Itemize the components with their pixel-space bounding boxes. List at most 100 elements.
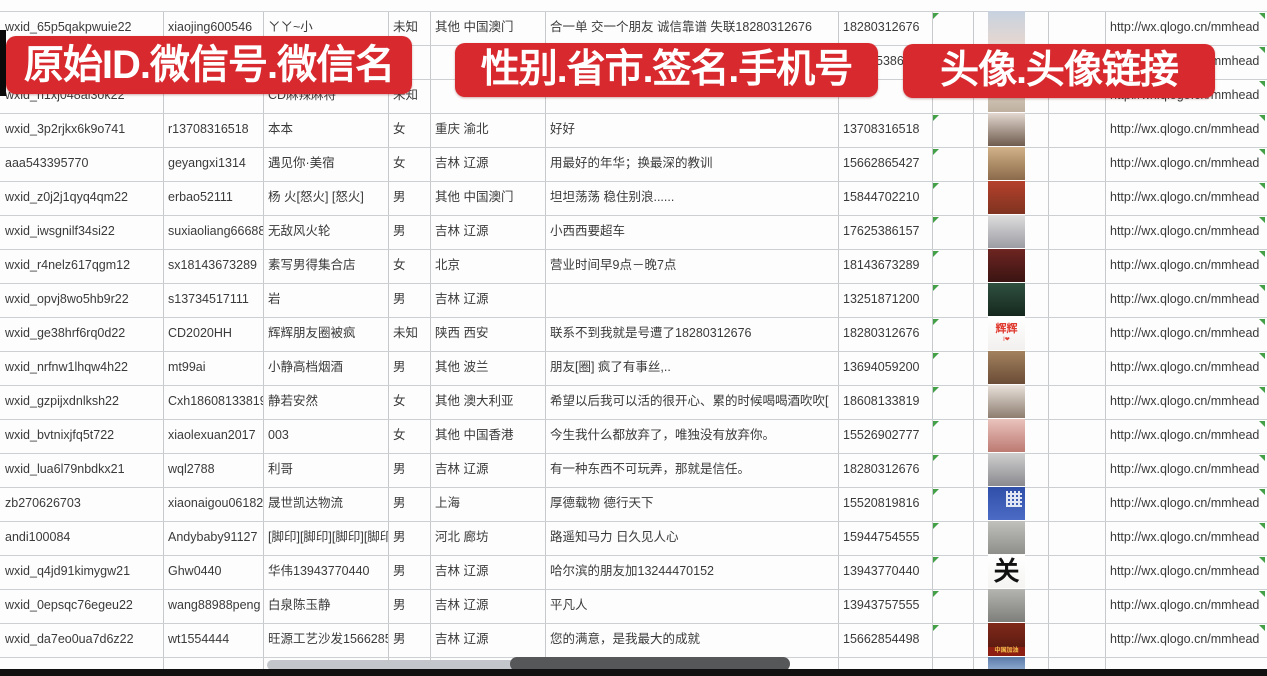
cell-signature[interactable] <box>545 283 838 316</box>
horizontal-scrollbar-track[interactable] <box>267 660 517 670</box>
cell-gender[interactable]: 女 <box>393 156 406 170</box>
cell-original-id[interactable]: wxid_0epsqc76egeu22 <box>5 598 133 612</box>
cell-signature[interactable]: 今生我什么都放弃了，唯独没有放弃你。 <box>550 428 776 442</box>
cell-region[interactable]: 其他 中国香港 <box>435 428 514 442</box>
cell-region[interactable]: 北京 <box>435 258 461 272</box>
cell-signature[interactable]: 用最好的年华；换最深的教训 <box>550 156 713 170</box>
cell-gender[interactable]: 男 <box>393 462 406 476</box>
cell-phone[interactable]: 15526902777 <box>843 428 920 442</box>
cell-wechat-id[interactable]: wt1554444 <box>168 632 230 646</box>
cell-gender[interactable]: 女 <box>393 122 406 136</box>
cell-signature[interactable]: 有一种东西不可玩弄，那就是信任。 <box>550 462 751 476</box>
cell-phone[interactable]: 18280312676 <box>843 462 920 476</box>
cell-phone[interactable]: 13251871200 <box>843 292 920 306</box>
cell-phone[interactable]: 5386 <box>876 54 904 68</box>
cell-wechat-name[interactable]: [脚印][脚印][脚印][脚印 <box>268 530 388 544</box>
cell-signature[interactable]: 哈尔滨的朋友加13244470152 <box>550 564 714 578</box>
cell-region[interactable]: 吉林 辽源 <box>435 564 489 578</box>
cell-phone[interactable]: 13943770440 <box>843 564 920 578</box>
cell-original-id[interactable]: wxid_ge38hrf6rq0d22 <box>5 326 126 340</box>
cell-wechat-id[interactable]: xiaojing600546 <box>168 20 253 34</box>
cell-phone[interactable]: 18280312676 <box>843 326 920 340</box>
cell-wechat-name[interactable]: 岩 <box>268 292 281 306</box>
cell-wechat-id[interactable]: s13734517111 <box>168 292 249 306</box>
cell-original-id[interactable]: wxid_nrfnw1lhqw4h22 <box>5 360 128 374</box>
cell-wechat-id[interactable]: erbao52111 <box>168 190 233 204</box>
cell-wechat-name[interactable]: 遇见你·美宿 <box>268 156 335 170</box>
cell-original-id[interactable]: wxid_da7eo0ua7d6z22 <box>5 632 134 646</box>
cell-gender[interactable]: 未知 <box>393 326 419 340</box>
cell-avatar-url[interactable]: http://wx.qlogo.cn/mmhead <box>1110 122 1260 136</box>
cell-avatar-url[interactable]: http://wx.qlogo.cn/mmhead <box>1110 428 1260 442</box>
cell-avatar-url[interactable]: http://wx.qlogo.cn/mmhead <box>1110 394 1260 408</box>
cell-phone[interactable]: 13943757555 <box>843 598 920 612</box>
cell-wechat-name[interactable]: 辉辉朋友圈被疯 <box>268 326 356 340</box>
cell-original-id[interactable]: wxid_opvj8wo5hb9r22 <box>5 292 129 306</box>
cell-phone[interactable]: 18280312676 <box>843 20 920 34</box>
cell-wechat-name[interactable]: 素写男得集合店 <box>268 258 356 272</box>
cell-signature[interactable]: 坦坦荡荡 稳住别浪...... <box>550 190 675 204</box>
cell-gender[interactable]: 男 <box>393 496 406 510</box>
cell-signature[interactable]: 小西西要超车 <box>550 224 626 238</box>
cell-gender[interactable]: 男 <box>393 190 406 204</box>
cell-wechat-name[interactable]: 003 <box>268 428 289 442</box>
cell-gender[interactable]: 未知 <box>393 20 419 34</box>
cell-wechat-name[interactable]: 无敌风火轮 <box>268 224 331 238</box>
cell-avatar-url[interactable]: http://wx.qlogo.cn/mmhead <box>1110 190 1260 204</box>
cell-region[interactable]: 吉林 辽源 <box>435 156 489 170</box>
cell-signature[interactable]: 合一单 交一个朋友 诚信靠谱 失联18280312676 <box>550 20 812 34</box>
cell-wechat-name[interactable]: 华伟13943770440 <box>268 564 370 578</box>
cell-wechat-name[interactable]: 旺源工艺沙发15662854 <box>268 632 388 646</box>
cell-region[interactable]: 吉林 辽源 <box>435 224 489 238</box>
cell-avatar-url[interactable]: http://wx.qlogo.cn/mmhead <box>1110 258 1260 272</box>
cell-phone[interactable]: 15944754555 <box>843 530 920 544</box>
cell-gender[interactable]: 男 <box>393 360 406 374</box>
cell-region[interactable]: 其他 波兰 <box>435 360 489 374</box>
cell-avatar-url[interactable]: http://wx.qlogo.cn/mmhead <box>1110 224 1260 238</box>
cell-wechat-name[interactable]: ㄚㄚ~小 <box>268 20 313 34</box>
cell-original-id[interactable]: wxid_gzpijxdnlksh22 <box>5 394 119 408</box>
cell-signature[interactable]: 路遥知马力 日久见人心 <box>550 530 679 544</box>
cell-phone[interactable]: 13708316518 <box>843 122 920 136</box>
cell-avatar-url[interactable]: http://wx.qlogo.cn/mmhead <box>1110 326 1260 340</box>
cell-gender[interactable]: 女 <box>393 428 406 442</box>
cell-phone[interactable]: 15520819816 <box>843 496 920 510</box>
cell-avatar-url[interactable]: http://wx.qlogo.cn/mmhead <box>1110 360 1260 374</box>
horizontal-scrollbar-thumb[interactable] <box>510 657 790 671</box>
cell-wechat-id[interactable]: CD2020HH <box>168 326 232 340</box>
cell-gender[interactable]: 女 <box>393 258 406 272</box>
cell-region[interactable]: 吉林 辽源 <box>435 292 489 306</box>
cell-gender[interactable]: 男 <box>393 292 406 306</box>
cell-signature[interactable]: 您的满意，是我最大的成就 <box>550 632 701 646</box>
cell-original-id[interactable]: wxid_z0j2j1qyq4qm22 <box>5 190 128 204</box>
cell-original-id[interactable]: zb270626703 <box>5 496 81 510</box>
cell-original-id[interactable]: andi100084 <box>5 530 71 544</box>
cell-gender[interactable]: 女 <box>393 394 406 408</box>
cell-original-id[interactable]: wxid_65p5qakpwuie22 <box>5 20 132 34</box>
cell-wechat-id[interactable]: sx18143673289 <box>168 258 257 272</box>
cell-avatar-url[interactable]: http://wx.qlogo.cn/mmhead <box>1110 156 1260 170</box>
cell-region[interactable]: 吉林 辽源 <box>435 632 489 646</box>
cell-original-id[interactable]: wxid_lua6l79nbdkx21 <box>5 462 125 476</box>
cell-original-id[interactable]: wxid_iwsgnilf34si22 <box>5 224 115 238</box>
cell-avatar-url[interactable]: http://wx.qlogo.cn/mmhead <box>1110 564 1260 578</box>
cell-wechat-id[interactable]: Ghw0440 <box>168 564 222 578</box>
cell-gender[interactable]: 男 <box>393 530 406 544</box>
cell-signature[interactable]: 营业时间早9点－晚7点 <box>550 258 677 272</box>
cell-signature[interactable]: 厚德载物 德行天下 <box>550 496 654 510</box>
cell-region[interactable]: 上海 <box>435 496 461 510</box>
cell-avatar-url[interactable]: http://wx.qlogo.cn/mmhead <box>1110 462 1260 476</box>
cell-wechat-id[interactable]: xiaolexuan2017 <box>168 428 256 442</box>
cell-wechat-name[interactable]: 杨 火[怒火] [怒火] <box>268 190 364 204</box>
cell-gender[interactable]: 男 <box>393 632 406 646</box>
cell-avatar-url[interactable]: http://wx.qlogo.cn/mmhead <box>1110 20 1260 34</box>
cell-avatar-url[interactable]: http://wx.qlogo.cn/mmhead <box>1110 632 1260 646</box>
cell-region[interactable]: 其他 澳大利亚 <box>435 394 514 408</box>
cell-gender[interactable]: 男 <box>393 598 406 612</box>
cell-wechat-id[interactable]: wql2788 <box>168 462 215 476</box>
cell-wechat-id[interactable]: suxiaoliang666888 <box>168 224 263 238</box>
cell-gender[interactable]: 男 <box>393 564 406 578</box>
cell-phone[interactable]: 15844702210 <box>843 190 920 204</box>
cell-region[interactable]: 其他 中国澳门 <box>435 20 514 34</box>
cell-region[interactable]: 其他 中国澳门 <box>435 190 514 204</box>
